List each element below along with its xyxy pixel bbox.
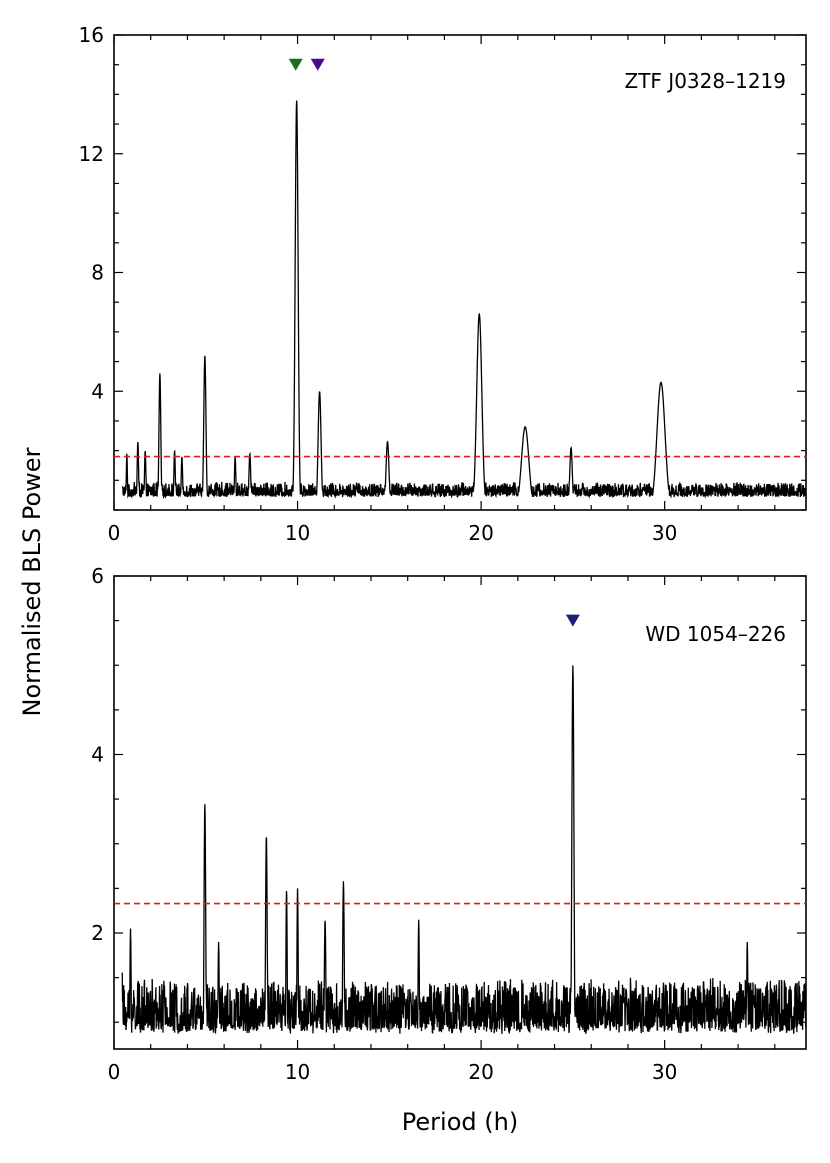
y-tick-label: 12 <box>79 142 104 166</box>
marker-triangle <box>565 614 580 627</box>
series-line <box>121 100 806 499</box>
x-tick-label: 0 <box>108 521 121 545</box>
y-axis-label: Normalised BLS Power <box>18 447 46 716</box>
panel-annotation: WD 1054–226 <box>645 622 786 646</box>
y-tick-label: 8 <box>91 261 104 285</box>
y-tick-label: 6 <box>91 564 104 588</box>
y-tick-label: 2 <box>91 921 104 945</box>
x-tick-label: 20 <box>468 521 493 545</box>
panel-bottom: 0 10 20 30 2 4 6 WD 1054–226 <box>91 564 807 1084</box>
series-line <box>121 665 806 1035</box>
plot-frame <box>113 575 807 1050</box>
marker-triangle <box>288 58 303 71</box>
x-tick-label: 10 <box>285 521 310 545</box>
panel-annotation: ZTF J0328–1219 <box>625 69 786 93</box>
x-axis-label: Period (h) <box>402 1108 518 1136</box>
y-tick-label: 16 <box>79 23 104 47</box>
x-tick-label: 0 <box>108 1060 121 1084</box>
marker-triangle <box>310 58 325 71</box>
panel-top: 0 10 20 30 4 8 12 16 ZTF J0328–1219 <box>79 23 807 545</box>
x-tick-label: 20 <box>468 1060 493 1084</box>
x-tick-label: 30 <box>652 1060 677 1084</box>
plot-frame <box>113 34 807 511</box>
x-tick-label: 30 <box>652 521 677 545</box>
x-tick-label: 10 <box>285 1060 310 1084</box>
y-tick-label: 4 <box>91 379 104 403</box>
y-tick-label: 4 <box>91 742 104 766</box>
